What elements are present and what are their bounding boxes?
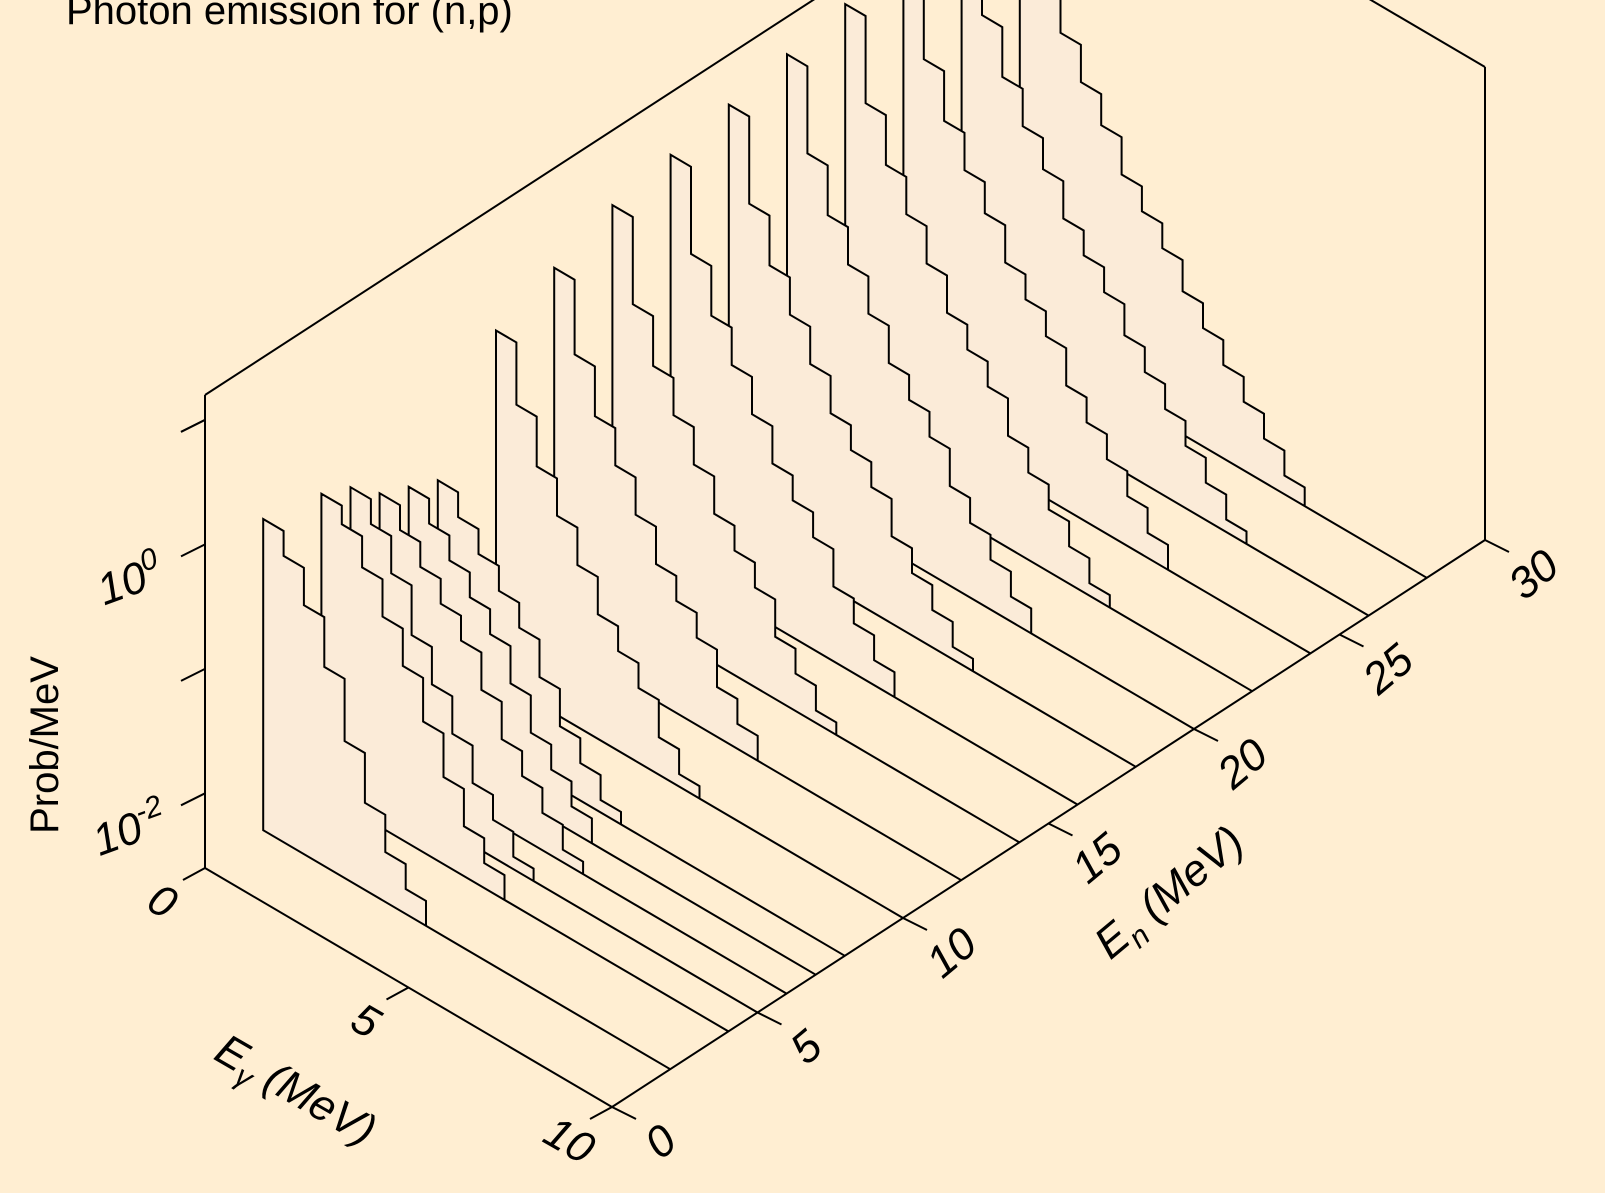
y-tick [611, 1106, 637, 1120]
spectrum-slices [262, 0, 1428, 1071]
slice-en-4 [320, 491, 729, 1033]
slice-en-20 [786, 52, 1195, 730]
slice-en-16 [669, 153, 1079, 806]
slice-en-24 [902, 0, 1311, 655]
top-back-edge [204, 0, 816, 396]
z-axis-title: Prob/MeV [23, 656, 67, 834]
slice-en-18 [727, 102, 1137, 768]
slice-en-28 [1018, 0, 1428, 579]
z-tick [180, 792, 206, 807]
x-tick [182, 867, 206, 881]
y-tick [1484, 539, 1510, 553]
y-tick [757, 1011, 782, 1026]
y-tick-label: 20 [1207, 729, 1277, 799]
z-tick-label: 100 [89, 542, 169, 615]
y-tick [1048, 822, 1073, 837]
y-tick [902, 917, 928, 931]
chart-title: Photon emission for (n,p) [66, 0, 513, 33]
y-tick-label: 10 [917, 918, 986, 987]
slice-en-10 [495, 328, 904, 919]
slice-en-2 [262, 517, 671, 1071]
x-tick [386, 986, 409, 1001]
x-tick [589, 1106, 613, 1120]
y-tick-label: 30 [1499, 540, 1568, 609]
y-tick-label: 5 [781, 1020, 832, 1074]
top-right-edge [1368, 0, 1486, 68]
slice-en-22 [844, 2, 1253, 693]
z-tick-label: 10-2 [84, 789, 174, 866]
slice-en-26 [960, 0, 1370, 617]
z-minor-tick [180, 667, 206, 682]
y-tick-label: 0 [636, 1115, 687, 1169]
slice-en-12 [553, 266, 962, 882]
slice-en-14 [611, 203, 1020, 844]
x-tick-label: 0 [139, 874, 185, 929]
z-minor-tick [180, 419, 206, 433]
x-tick-label: 5 [343, 994, 389, 1049]
x-axis-title: Eγ (MeV) [204, 1025, 385, 1162]
z-tick [180, 543, 206, 558]
y-tick-label: 25 [1353, 635, 1423, 705]
y-tick-label: 15 [1063, 824, 1132, 893]
y-tick [1339, 633, 1364, 648]
y-tick [1193, 728, 1219, 742]
